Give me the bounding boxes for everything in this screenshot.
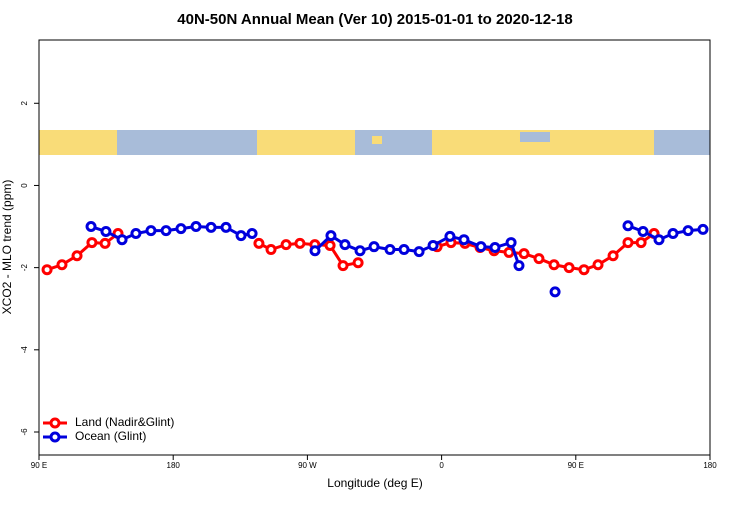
data-point [145,225,157,237]
data-point [505,237,517,249]
data-point [280,239,292,251]
data-point [235,230,247,242]
x-tick-label: 90 E [568,461,584,470]
x-tick-label: 180 [703,461,717,470]
data-point [489,242,501,253]
data-point [458,234,470,246]
data-point [548,259,560,271]
data-point [697,223,709,235]
data-point [160,225,172,237]
y-tick-label: -2 [20,264,29,272]
data-point [368,241,380,253]
data-point [518,248,530,260]
data-point [100,225,112,237]
data-point [475,241,487,253]
data-point [513,260,525,272]
map-band [39,130,710,155]
data-point [352,257,364,269]
data-point [99,237,111,249]
legend-marker [49,417,61,429]
data-point [635,237,647,249]
data-point [324,239,336,251]
data-point [71,250,83,262]
land-strip [39,130,117,155]
y-tick-label: 0 [20,183,29,188]
data-point [578,264,590,276]
data-point [533,253,545,265]
data-point [294,237,306,249]
legend-label: Land (Nadir&Glint) [75,415,174,429]
y-axis-label: XCO2 - MLO trend (ppm) [0,180,14,315]
data-point [86,237,98,249]
data-point [622,220,634,232]
land-strip [372,136,382,144]
data-point [339,239,351,251]
data-point [592,259,604,271]
data-point [309,245,321,257]
data-point [265,244,277,256]
data-point [384,244,396,256]
ocean-strip [520,132,550,142]
y-tick-label: -4 [20,346,29,354]
data-point [130,228,142,240]
data-point [337,260,349,272]
data-point [413,246,425,258]
data-point [622,237,634,249]
x-axis-label: Longitude (deg E) [327,476,422,490]
data-point [354,245,366,257]
x-tick-label: 90 E [31,461,47,470]
chart-title: 40N-50N Annual Mean (Ver 10) 2015-01-01 … [177,11,572,28]
y-tick-label: -6 [20,428,29,436]
data-point [85,221,97,233]
data-point [41,264,53,276]
data-point [116,234,128,246]
x-tick-label: 180 [167,461,181,470]
data-point [253,237,265,249]
data-point [220,221,232,233]
data-point [549,286,561,298]
data-point [682,225,694,237]
data-point [56,259,68,271]
data-point [653,234,665,246]
data-point [427,239,439,251]
data-point [637,225,649,237]
x-tick-label: 0 [439,461,444,470]
legend-marker [49,431,61,443]
data-point [175,223,187,235]
data-point [667,228,679,240]
legend-label: Ocean (Glint) [75,429,146,443]
y-tick-label: 2 [20,101,29,106]
data-point [607,250,619,262]
data-point [190,221,202,233]
data-point [444,230,456,242]
data-point [503,246,515,258]
data-point [246,228,258,240]
data-point [563,262,575,274]
data-point [325,230,337,242]
x-tick-label: 90 W [298,461,317,470]
data-point [205,221,217,233]
data-point [398,244,410,256]
plot-frame [38,39,711,456]
land-strip [257,130,355,155]
